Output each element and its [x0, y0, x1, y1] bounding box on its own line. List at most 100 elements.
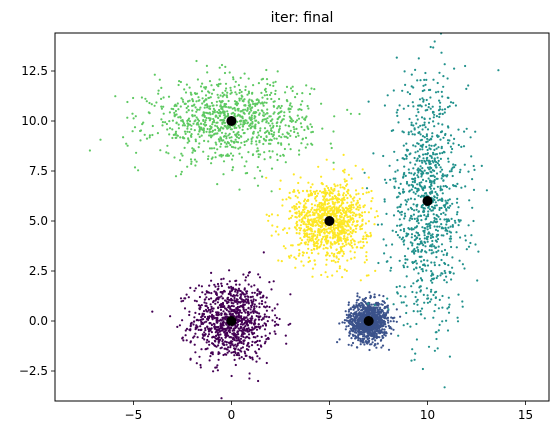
- scatter-point-cluster-1: [392, 328, 395, 331]
- scatter-point-cluster-2: [441, 320, 444, 323]
- scatter-point-cluster-2: [405, 157, 408, 160]
- scatter-point-cluster-2: [436, 347, 439, 350]
- scatter-point-cluster-3: [277, 130, 280, 134]
- scatter-point-cluster-3: [143, 133, 146, 136]
- scatter-point-cluster-4: [370, 189, 373, 193]
- scatter-point-cluster-3: [301, 100, 304, 103]
- scatter-point-cluster-4: [289, 210, 292, 213]
- scatter-point-cluster-2: [413, 179, 417, 182]
- scatter-point-cluster-2: [419, 79, 422, 82]
- scatter-point-cluster-2: [445, 202, 448, 205]
- scatter-point-cluster-2: [404, 215, 407, 218]
- scatter-point-cluster-1: [382, 312, 385, 315]
- scatter-point-cluster-2: [417, 210, 420, 213]
- scatter-point-cluster-2: [402, 191, 405, 194]
- scatter-point-cluster-2: [455, 201, 459, 204]
- scatter-point-cluster-2: [446, 307, 449, 310]
- scatter-point-cluster-2: [422, 259, 426, 262]
- scatter-point-cluster-2: [416, 168, 419, 171]
- scatter-point-cluster-4: [300, 260, 303, 263]
- scatter-point-cluster-3: [265, 135, 268, 139]
- scatter-point-cluster-4: [344, 231, 348, 234]
- scatter-point-cluster-2: [440, 197, 443, 200]
- scatter-point-cluster-2: [430, 138, 433, 141]
- scatter-point-cluster-4: [323, 231, 326, 234]
- scatter-point-cluster-3: [260, 91, 263, 94]
- scatter-point-cluster-3: [268, 132, 271, 135]
- scatter-point-cluster-3: [196, 108, 199, 111]
- scatter-point-cluster-3: [202, 118, 205, 122]
- scatter-point-cluster-3: [209, 134, 212, 137]
- scatter-point-cluster-0: [228, 269, 231, 272]
- scatter-point-cluster-4: [362, 235, 365, 238]
- scatter-point-cluster-3: [284, 124, 287, 127]
- scatter-point-cluster-4: [351, 211, 354, 214]
- scatter-point-cluster-0: [183, 307, 187, 310]
- scatter-point-cluster-2: [420, 116, 424, 119]
- scatter-point-cluster-2: [423, 136, 426, 139]
- scatter-point-cluster-2: [461, 263, 464, 266]
- scatter-point-cluster-2: [415, 231, 418, 234]
- scatter-point-cluster-3: [168, 111, 171, 114]
- scatter-point-cluster-0: [225, 323, 228, 326]
- scatter-point-cluster-0: [214, 334, 218, 337]
- scatter-point-cluster-3: [166, 144, 169, 147]
- scatter-point-cluster-2: [399, 229, 402, 232]
- scatter-point-cluster-0: [268, 281, 271, 284]
- scatter-point-cluster-3: [204, 124, 207, 127]
- scatter-point-cluster-4: [291, 214, 294, 217]
- scatter-point-cluster-2: [405, 200, 408, 203]
- scatter-point-cluster-3: [215, 104, 218, 107]
- scatter-point-cluster-3: [192, 122, 195, 125]
- scatter-point-cluster-3: [246, 108, 249, 111]
- scatter-point-cluster-2: [425, 223, 428, 226]
- scatter-point-cluster-3: [213, 109, 216, 112]
- scatter-point-cluster-1: [395, 308, 398, 311]
- scatter-point-cluster-2: [435, 177, 438, 180]
- scatter-point-cluster-2: [417, 131, 420, 134]
- scatter-point-cluster-1: [344, 310, 347, 313]
- scatter-point-cluster-3: [231, 166, 235, 169]
- scatter-point-cluster-2: [401, 157, 404, 160]
- scatter-point-cluster-2: [398, 224, 401, 227]
- scatter-point-cluster-4: [341, 242, 344, 245]
- scatter-point-cluster-1: [361, 340, 364, 343]
- scatter-point-cluster-4: [335, 255, 338, 258]
- scatter-point-cluster-0: [238, 329, 241, 332]
- scatter-point-cluster-3: [192, 149, 195, 152]
- scatter-point-cluster-3: [214, 141, 217, 144]
- scatter-point-cluster-0: [235, 288, 238, 291]
- scatter-point-cluster-2: [445, 223, 448, 226]
- scatter-point-cluster-3: [221, 122, 224, 125]
- scatter-point-cluster-3: [275, 122, 278, 125]
- scatter-point-cluster-1: [359, 337, 362, 340]
- scatter-point-cluster-2: [451, 224, 454, 227]
- scatter-point-cluster-3: [181, 124, 184, 127]
- scatter-point-cluster-3: [260, 78, 263, 81]
- scatter-point-cluster-3: [237, 133, 240, 136]
- scatter-point-cluster-4: [339, 225, 342, 228]
- scatter-point-cluster-2: [416, 310, 419, 313]
- scatter-point-cluster-3: [206, 157, 210, 161]
- scatter-point-cluster-0: [224, 353, 227, 356]
- scatter-point-cluster-3: [270, 139, 273, 142]
- scatter-point-cluster-2: [419, 285, 422, 288]
- scatter-point-cluster-3: [218, 78, 221, 81]
- scatter-point-cluster-1: [347, 316, 350, 319]
- scatter-point-cluster-0: [265, 296, 268, 299]
- scatter-point-cluster-2: [409, 161, 412, 164]
- scatter-point-cluster-3: [176, 134, 179, 137]
- scatter-point-cluster-3: [153, 73, 156, 76]
- scatter-point-cluster-0: [247, 302, 250, 305]
- scatter-point-cluster-4: [364, 222, 367, 225]
- scatter-point-cluster-4: [298, 249, 301, 252]
- scatter-point-cluster-0: [246, 344, 249, 347]
- scatter-point-cluster-3: [200, 122, 203, 125]
- scatter-point-cluster-4: [303, 211, 306, 214]
- scatter-point-cluster-4: [367, 220, 370, 223]
- scatter-point-cluster-4: [323, 207, 326, 211]
- scatter-point-cluster-3: [277, 142, 280, 145]
- scatter-point-cluster-2: [444, 213, 447, 216]
- scatter-point-cluster-0: [199, 366, 202, 369]
- scatter-point-cluster-0: [246, 312, 250, 315]
